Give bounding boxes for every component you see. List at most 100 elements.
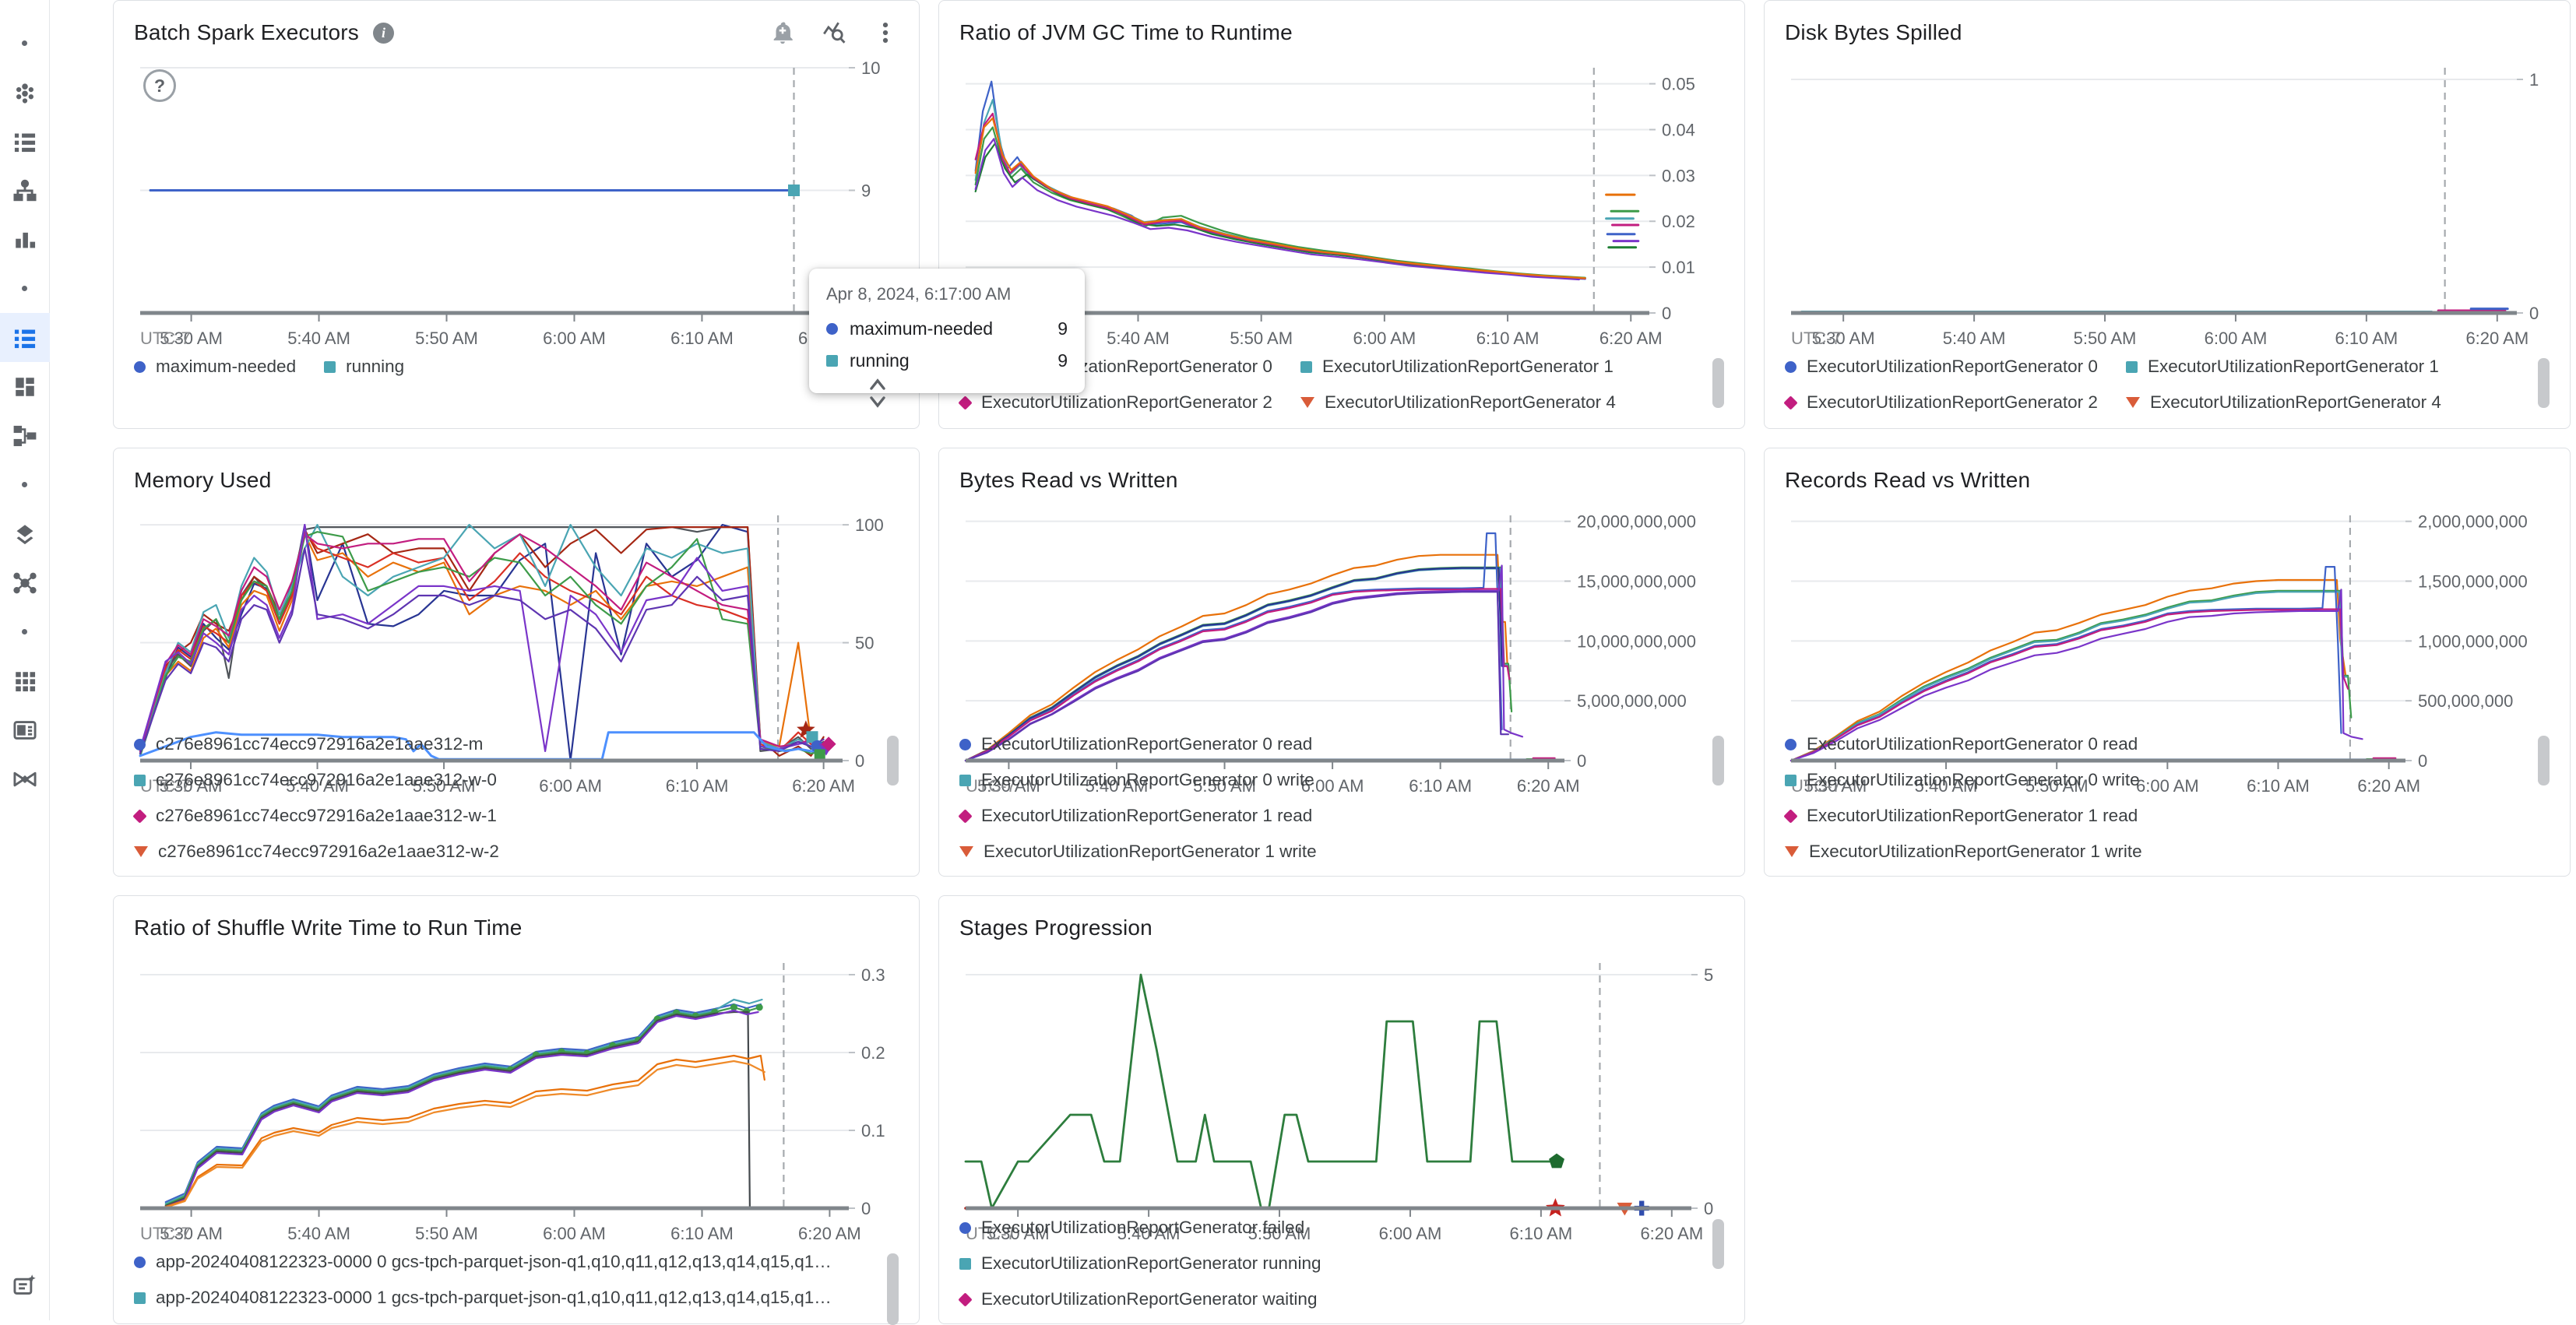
legend-item[interactable]: ExecutorUtilizationReportGenerator 4: [1300, 392, 1616, 413]
chart-plot[interactable]: 1 0 5:30 AM 5:40 AM 5:50 AM 6:00 AM 6:10 AM 6:2…: [1785, 57, 2550, 352]
svg-text:UTC-7: UTC-7: [966, 1224, 1016, 1243]
svg-text:5:50 AM: 5:50 AM: [2074, 329, 2137, 348]
tooltip-expand-chevrons[interactable]: [866, 374, 889, 412]
svg-text:5:40 AM: 5:40 AM: [1117, 1224, 1181, 1243]
legend-item[interactable]: ExecutorUtilizationReportGenerator 1 rea…: [1783, 806, 2138, 826]
chart-plot[interactable]: ? 10985:30 AM5:40 AM5:50 AM6:00 AM6:10 A…: [134, 57, 899, 352]
dashboard-grid: Batch Spark Executors i ? 10985:30 AM5:4…: [113, 0, 2571, 1325]
sidebar-item-list[interactable]: [0, 117, 50, 166]
sidebar-item-dot[interactable]: [0, 264, 50, 313]
legend-item[interactable]: ExecutorUtilizationReportGenerator 1: [1300, 357, 1614, 377]
sidebar-item-dot[interactable]: [0, 19, 50, 68]
legend-item[interactable]: ExecutorUtilizationReportGenerator 2: [1783, 392, 2098, 413]
svg-text:0: 0: [2529, 304, 2539, 323]
legend-item[interactable]: ExecutorUtilizationReportGenerator 4: [2125, 392, 2441, 413]
svg-text:6:00 AM: 6:00 AM: [1379, 1224, 1442, 1243]
legend-item[interactable]: ExecutorUtilizationReportGenerator 0: [1785, 357, 2098, 377]
svg-text:0: 0: [2418, 751, 2427, 771]
chart-plot[interactable]: 20,000,000,000 15,000,000,000 10,000,000,0…: [959, 504, 1724, 796]
legend-item[interactable]: ExecutorUtilizationReportGenerator waiti…: [958, 1289, 1317, 1309]
svg-text:5:50 AM: 5:50 AM: [1248, 1224, 1311, 1243]
legend-item[interactable]: ExecutorUtilizationReportGenerator 1: [2125, 357, 2439, 377]
sidebar-item-schema[interactable]: [0, 411, 50, 460]
svg-text:0: 0: [1662, 304, 1671, 323]
legend-item[interactable]: running: [324, 357, 404, 377]
legend-item[interactable]: ExecutorUtilizationReportGenerator 0 wri…: [959, 770, 1314, 790]
sidebar-item-resource-tree[interactable]: [0, 166, 50, 215]
sidebar-item-bar-chart[interactable]: [0, 215, 50, 264]
svg-text:5:50 AM: 5:50 AM: [415, 329, 478, 348]
legend-item[interactable]: ExecutorUtilizationReportGenerator 1 wri…: [1785, 842, 2142, 862]
svg-text:20,000,000,000: 20,000,000,000: [1577, 512, 1696, 532]
panel-records-read-written: Records Read vs Written 2,000,000,000 1,5…: [1764, 448, 2571, 877]
legend-item[interactable]: ExecutorUtilizationReportGenerator runni…: [959, 1253, 1321, 1274]
dot-icon: [22, 482, 27, 487]
legend-item[interactable]: ExecutorUtilizationReportGenerator 2: [958, 392, 1272, 413]
svg-text:6:00 AM: 6:00 AM: [543, 1224, 606, 1243]
panel-title: Ratio of JVM GC Time to Runtime: [959, 20, 1293, 44]
legend-item[interactable]: c276e8961cc74ecc972916a2e1aae312-w-2: [134, 842, 499, 862]
help-icon[interactable]: ?: [143, 69, 176, 102]
legend-scrollbar[interactable]: [2538, 736, 2550, 786]
legend-scrollbar[interactable]: [2538, 358, 2550, 408]
svg-text:6:00 AM: 6:00 AM: [539, 776, 602, 796]
sidebar-item-bowtie[interactable]: [0, 754, 50, 803]
legend-item[interactable]: c276e8961cc74ecc972916a2e1aae312-w-0: [134, 770, 497, 790]
legend-item[interactable]: ExecutorUtilizationReportGenerator 1 wri…: [959, 842, 1317, 862]
legend-item[interactable]: ExecutorUtilizationReportGenerator faile…: [959, 1218, 1304, 1238]
add-alert-icon[interactable]: [769, 19, 796, 46]
legend-scrollbar[interactable]: [887, 1253, 899, 1325]
legend-item[interactable]: ExecutorUtilizationReportGenerator 0 rea…: [959, 734, 1312, 754]
svg-text:10: 10: [861, 58, 880, 78]
sidebar-item-card-feed[interactable]: [0, 705, 50, 754]
svg-text:0.04: 0.04: [1662, 120, 1695, 139]
legend-item[interactable]: c276e8961cc74ecc972916a2e1aae312-w-1: [132, 806, 497, 826]
tooltip-timestamp: Apr 8, 2024, 6:17:00 AM: [826, 284, 1012, 304]
legend-scrollbar[interactable]: [1712, 358, 1724, 408]
metrics-dots-icon: [16, 83, 33, 104]
svg-text:6:00 AM: 6:00 AM: [1301, 776, 1364, 796]
svg-text:6:00 AM: 6:00 AM: [543, 329, 606, 348]
svg-text:6:10 AM: 6:10 AM: [2247, 776, 2310, 796]
sidebar-item-dashboard-blocks[interactable]: [0, 362, 50, 411]
svg-text:5:40 AM: 5:40 AM: [286, 776, 349, 796]
legend-item[interactable]: ExecutorUtilizationReportGenerator 0 wri…: [1785, 770, 2140, 790]
legend-scrollbar[interactable]: [1712, 736, 1724, 786]
svg-text:5:50 AM: 5:50 AM: [413, 776, 476, 796]
legend-scrollbar[interactable]: [887, 736, 899, 786]
legend-item[interactable]: ExecutorUtilizationReportGenerator 1 rea…: [958, 806, 1312, 826]
sidebar-item-dot[interactable]: [0, 460, 50, 509]
sidebar-item-compose[interactable]: [0, 1260, 50, 1309]
sidebar-item-dot[interactable]: [0, 607, 50, 656]
metrics-explorer-icon[interactable]: [821, 19, 847, 46]
chart-plot[interactable]: 5 0 5:30 AM 5:40 AM 5:50 AM 6:00 AM 6:10 AM 6:2…: [959, 952, 1724, 1243]
svg-text:1,500,000,000: 1,500,000,000: [2418, 572, 2528, 592]
legend-row: ExecutorUtilizationReportGenerator faile…: [958, 1213, 1724, 1323]
svg-text:0: 0: [1704, 1199, 1713, 1218]
sidebar-item-layers[interactable]: [0, 509, 50, 558]
legend-item[interactable]: c276e8961cc74ecc972916a2e1aae312-m: [134, 734, 483, 754]
svg-text:5:30 AM: 5:30 AM: [1812, 329, 1875, 348]
svg-text:5:30 AM: 5:30 AM: [987, 1224, 1050, 1243]
panel-disk-bytes-spilled: Disk Bytes Spilled 1 0 5:30 AM 5:40 AM 5:50 …: [1764, 0, 2571, 429]
dot-icon: [22, 286, 27, 291]
sidebar-item-dashboards-selected[interactable]: [0, 313, 50, 362]
sidebar-item-grid[interactable]: [0, 656, 50, 705]
svg-text:0.3: 0.3: [861, 965, 885, 985]
legend-item[interactable]: app-20240408122323-0000 0 gcs-tpch-parqu…: [134, 1252, 839, 1272]
svg-text:UTC-7: UTC-7: [966, 776, 1016, 796]
chart-plot[interactable]: 0.3 0.2 0.1 0 5:30 AM 5:40 AM 5:50 AM 6:00 AM 6:…: [134, 952, 899, 1247]
info-icon[interactable]: i: [373, 22, 394, 44]
svg-text:UTC-7: UTC-7: [140, 776, 191, 796]
kebab-menu-icon[interactable]: [872, 19, 899, 46]
legend-item[interactable]: app-20240408122323-0000 1 gcs-tpch-parqu…: [134, 1288, 839, 1308]
sidebar-item-network[interactable]: [0, 558, 50, 607]
legend-scrollbar[interactable]: [1712, 1219, 1724, 1269]
chart-plot[interactable]: 2,000,000,000 1,500,000,000 1,000,000,000 5…: [1785, 504, 2550, 796]
dataflow-bowtie-icon: [12, 771, 37, 786]
legend-item[interactable]: ExecutorUtilizationReportGenerator 0 rea…: [1785, 734, 2138, 754]
legend-item[interactable]: maximum-needed: [134, 357, 296, 377]
chart-plot[interactable]: 100 50 0 5:30 AM 5:40 AM 5:50 AM 6:00 AM 6:10 A…: [134, 504, 899, 796]
svg-text:0.01: 0.01: [1662, 258, 1695, 277]
sidebar-item-metrics[interactable]: [0, 68, 50, 117]
